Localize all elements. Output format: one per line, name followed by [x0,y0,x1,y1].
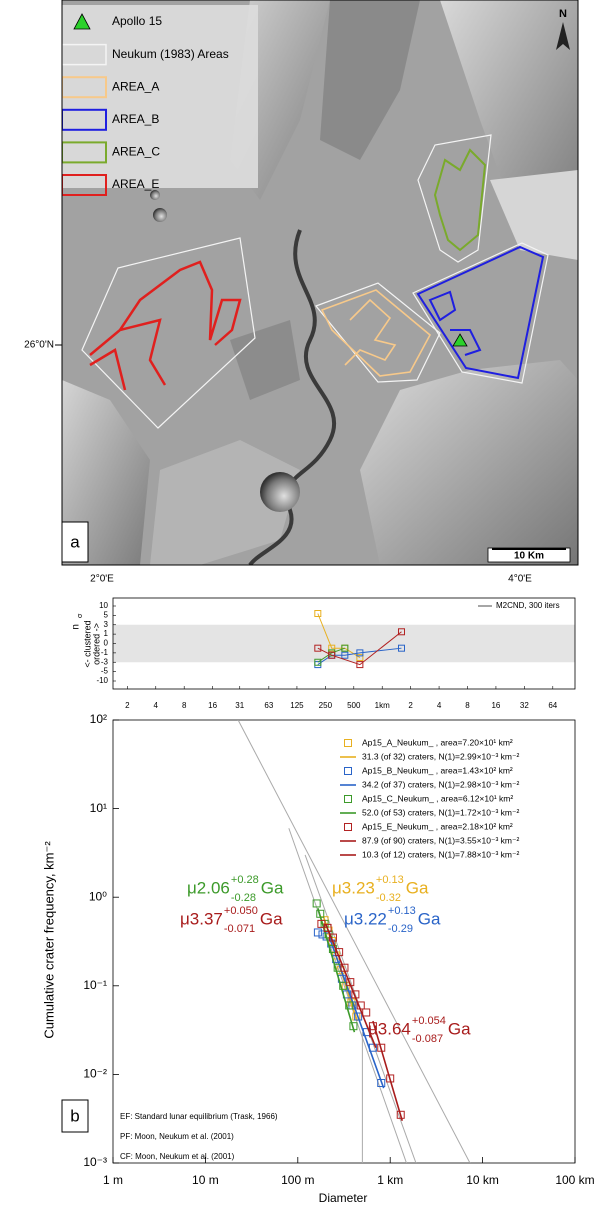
x-tick-label: 10 m [192,1173,219,1187]
legend-label: 52.0 (of 53) craters, N(1)=1.72×10⁻³ km⁻… [362,807,519,817]
y-tick-label: -10 [96,676,108,685]
y-tick-label: 10⁻³ [83,1155,107,1169]
model-age-plus: +0.054 [412,1015,446,1027]
x-tick-label: 500 [347,701,361,710]
y-axis-subscript: σ [77,613,84,618]
y-tick-label: 10 [99,601,108,610]
x-tick-label: 64 [548,701,557,710]
x-tick-label: 16 [208,701,217,710]
x-tick-label: 4 [154,701,159,710]
longitude-label: 4°0'E [508,574,532,585]
legend-label: Ap15_E_Neukum_ , area=2.18×10² km² [362,821,513,831]
model-age-minus: -0.071 [224,923,255,935]
x-axis-label: Diameter [319,1191,368,1205]
model-age-minus: -0.32 [376,892,401,904]
legend-label: Apollo 15 [112,14,162,28]
note: PF: Moon, Neukum et al. (2001) [120,1132,234,1141]
x-tick-label: 100 m [281,1173,314,1187]
map: Apollo 15 Neukum (1983) Areas AREA_A AREA_B… [62,0,578,565]
x-tick-label: 8 [465,701,470,710]
x-tick-label: 4 [437,701,442,710]
x-tick-label: 2 [408,701,413,710]
legend-label: AREA_A [112,79,159,93]
legend-label: AREA_E [112,177,159,191]
panel-label: a [70,532,80,551]
scale-bar-label: 10 Km [514,551,544,562]
model-age-minus: -0.29 [388,923,413,935]
y-axis-label: Cumulative crater frequency, km⁻² [41,841,56,1039]
y-tick-label: 10² [90,712,107,726]
crater [150,190,160,200]
x-tick-label: 2 [125,701,130,710]
x-tick-label: 16 [491,701,500,710]
y-tick-label: 10⁻² [83,1067,107,1081]
longitude-label: 2°0'E [90,574,114,585]
model-age-plus: +0.28 [231,874,259,886]
crater [260,472,300,512]
y-tick-label: 10⁻¹ [83,978,107,992]
x-tick-label: 10 km [466,1173,499,1187]
legend-label: AREA_C [112,145,160,159]
legend-label: Ap15_C_Neukum_ , area=6.12×10¹ km² [362,793,513,803]
model-age: μ3.22 [344,909,387,928]
x-tick-label: 1 km [377,1173,403,1187]
legend-label: 87.9 (of 90) craters, N(1)=3.55×10⁻³ km⁻… [362,835,519,845]
x-tick-label: 63 [264,701,273,710]
model-age-plus: +0.13 [388,905,416,917]
x-tick-label: 125 [290,701,304,710]
y-axis-label: ordered -> [91,623,101,665]
legend-label: 34.2 (of 37) craters, N(1)=2.98×10⁻³ km⁻… [362,779,519,789]
figure: Apollo 15 Neukum (1983) Areas AREA_A AREA_B… [0,0,598,1210]
model-age-unit: Ga [406,878,429,897]
model-age-unit: Ga [260,909,283,928]
model-age-unit: Ga [418,909,441,928]
x-tick-label: 100 km [555,1173,594,1187]
model-age-plus: +0.050 [224,905,258,917]
legend-label: Ap15_B_Neukum_ , area=1.43×10² km² [362,765,513,775]
panel-label: b [70,1106,79,1125]
y-tick-label: 3 [104,620,109,629]
model-age: μ3.37 [180,909,223,928]
model-age: μ2.06 [187,878,230,897]
y-axis-label: n [71,624,82,630]
model-age: μ3.23 [332,878,375,897]
y-tick-label: 10⁰ [89,889,107,903]
model-age: μ3.64 [368,1019,411,1038]
legend-label: M2CND, 300 iters [496,601,560,610]
note: EF: Standard lunar equilibrium (Trask, 1… [120,1112,278,1121]
legend-label: 31.3 (of 32) craters, N(1)=2.99×10⁻³ km⁻… [362,751,519,761]
y-tick-label: -5 [101,667,109,676]
north-label: N [559,8,567,20]
x-tick-label: 1 m [103,1173,123,1187]
model-age-plus: +0.13 [376,874,404,886]
legend-label: Neukum (1983) Areas [112,47,229,61]
model-age-unit: Ga [448,1019,471,1038]
x-tick-label: 1km [375,701,390,710]
y-tick-label: -3 [101,657,109,666]
model-age-unit: Ga [261,878,284,897]
legend-label: Ap15_A_Neukum_ , area=7.20×10¹ km² [362,737,513,747]
y-tick-label: 10¹ [90,801,107,815]
y-tick-label: 1 [104,629,109,638]
x-tick-label: 8 [182,701,187,710]
y-tick-label: 5 [104,610,109,619]
legend-label: AREA_B [112,112,159,126]
legend-label: 10.3 (of 12) craters, N(1)=7.88×10⁻³ km⁻… [362,849,519,859]
shaded-range [113,625,575,663]
model-age-minus: -0.28 [231,892,256,904]
page: Apollo 15 Neukum (1983) Areas AREA_A AREA_B… [0,0,598,1210]
y-tick-label: -1 [101,648,109,657]
y-tick-label: 0 [104,639,109,648]
x-tick-label: 31 [235,701,244,710]
note: CF: Moon, Neukum et al. (2001) [120,1152,235,1161]
crater [153,208,167,222]
x-tick-label: 250 [319,701,333,710]
x-tick-label: 32 [520,701,529,710]
model-age-minus: -0.087 [412,1033,443,1045]
latitude-label: 26°0'N [24,340,54,351]
